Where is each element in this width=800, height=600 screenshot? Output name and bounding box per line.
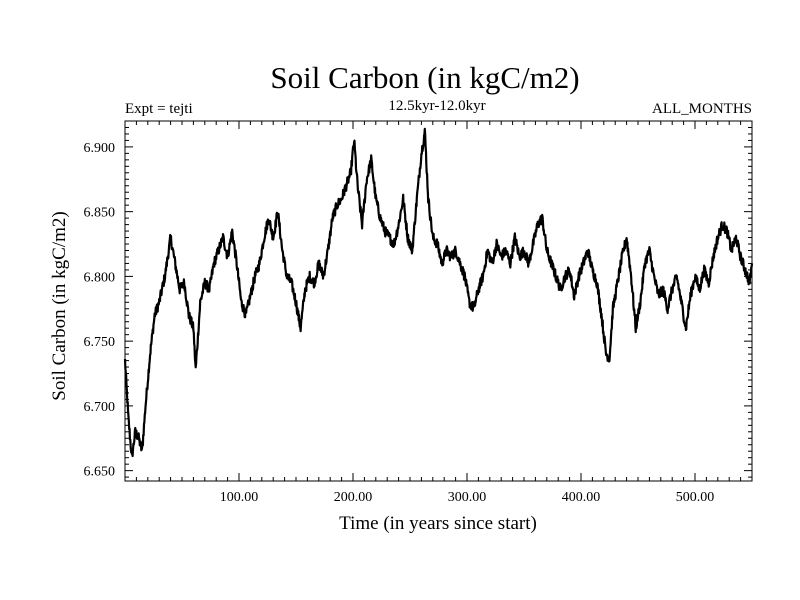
months-label: ALL_MONTHS [652,101,752,117]
x-tick-label: 500.00 [676,490,715,505]
x-tick-label: 300.00 [448,490,487,505]
soil-carbon-series-line [123,127,754,458]
y-tick-label: 6.900 [84,141,116,156]
y-tick-label: 6.750 [84,335,116,350]
chart-title: Soil Carbon (in kgC/m2) [270,60,579,95]
x-tick-label: 400.00 [562,490,601,505]
x-axis-label: Time (in years since start) [339,513,537,534]
tick-labels: 100.00 200.00 300.00 400.00 500.00 6.650 6.700… [84,141,715,505]
x-tick-label: 200.00 [334,490,373,505]
y-tick-label: 6.850 [84,206,116,221]
x-tick-label: 100.00 [220,490,259,505]
chart-subtitle: 12.5kyr-12.0kyr [388,98,485,114]
axis-ticks [125,121,752,481]
y-tick-label: 6.650 [84,465,116,480]
y-tick-label: 6.800 [84,270,116,285]
y-axis-label: Soil Carbon (in kgC/m2) [49,211,70,400]
y-tick-label: 6.700 [84,400,116,415]
experiment-label: Expt = tejti [125,101,193,117]
plot-frame [124,120,753,482]
